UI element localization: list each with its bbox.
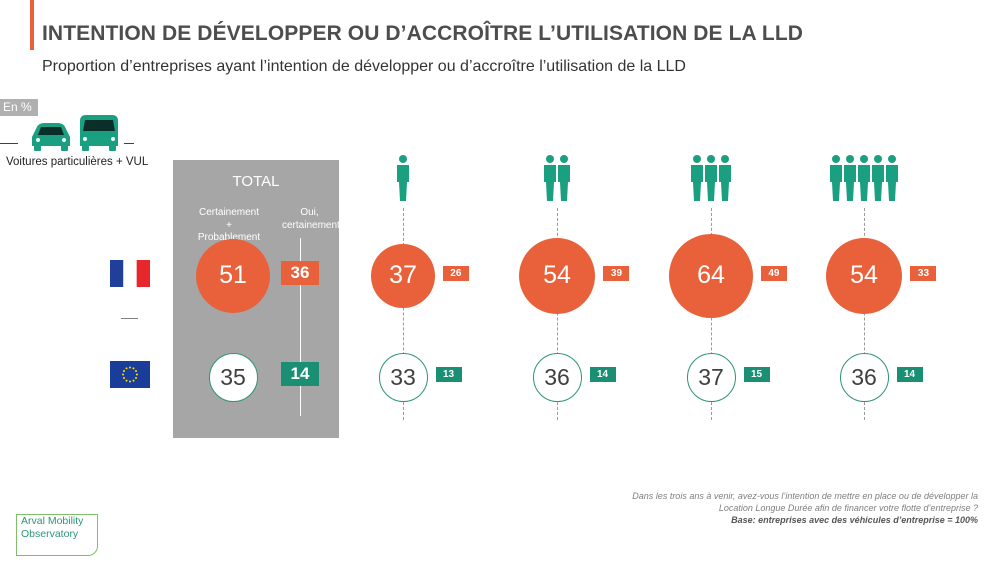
person-silhouette xyxy=(872,155,884,201)
legend-dash-right xyxy=(124,143,134,144)
col-head-line: Certainement xyxy=(198,207,260,218)
value-bubble: 36 xyxy=(532,352,582,402)
value-bubble: 36 xyxy=(839,352,889,402)
value-bubble: 33 xyxy=(378,352,428,402)
logo-line: Arval Mobility xyxy=(21,515,84,527)
certain-badge: 49 xyxy=(760,265,787,281)
three-people-icon xyxy=(691,155,731,201)
page-title: INTENTION DE DÉVELOPPER OU D’ACCROÎTRE L… xyxy=(42,22,804,45)
total-col-head-certain: Oui, certainement xyxy=(282,207,340,232)
value-bubble: 37 xyxy=(371,244,435,308)
value-bubble: 54 xyxy=(518,237,596,315)
person-silhouette xyxy=(858,155,870,201)
person-silhouette xyxy=(886,155,898,201)
value-bubble: 35 xyxy=(208,352,258,402)
person-silhouette xyxy=(544,155,556,201)
person-silhouette xyxy=(719,155,731,201)
col-head-line: Probablement xyxy=(197,232,261,243)
france-flag xyxy=(110,260,150,287)
column-dashed-line xyxy=(557,208,558,420)
vehicles-icon xyxy=(32,115,118,151)
total-col-head-probable: Certainement + Probablement xyxy=(188,207,270,245)
logo-line: Observatory xyxy=(21,528,79,540)
person-silhouette xyxy=(558,155,570,201)
col-head-line: certainement xyxy=(282,219,340,231)
value-bubble: 64 xyxy=(669,234,753,318)
person-silhouette xyxy=(830,155,842,201)
certain-badge: 14 xyxy=(589,366,616,382)
page-subtitle: Proportion d’entreprises ayant l’intenti… xyxy=(42,58,686,75)
vehicle-label: Voitures particulières + VUL xyxy=(6,156,149,168)
total-title: TOTAL xyxy=(232,173,280,190)
certain-badge: 26 xyxy=(442,265,469,281)
certain-badge: 36 xyxy=(281,261,319,285)
unit-badge: En % xyxy=(0,99,38,116)
title-accent-bar xyxy=(30,0,34,50)
arval-logo: Arval Mobility Observatory xyxy=(16,514,98,556)
certain-badge: 33 xyxy=(910,265,937,281)
col-head-line: + xyxy=(226,219,232,231)
value-bubble: 37 xyxy=(686,352,736,402)
person-silhouette xyxy=(397,155,409,201)
footnote-base: Base: entreprises avec des véhicules d’e… xyxy=(731,515,978,525)
person-silhouette xyxy=(691,155,703,201)
total-divider-line xyxy=(300,238,301,416)
certain-badge: 39 xyxy=(603,265,630,281)
eu-flag xyxy=(110,361,150,388)
legend-dash-left xyxy=(0,143,18,144)
footnote-question-line: Dans les trois ans à venir, avez-vous l’… xyxy=(632,491,978,501)
certain-badge: 14 xyxy=(281,362,319,386)
column-dashed-line xyxy=(403,208,404,420)
footnote: Dans les trois ans à venir, avez-vous l’… xyxy=(558,490,978,526)
column-dashed-line xyxy=(864,208,865,420)
value-bubble: 54 xyxy=(825,237,903,315)
value-bubble: 51 xyxy=(195,238,271,314)
person-icon xyxy=(397,155,409,201)
flag-separator xyxy=(121,318,138,319)
footnote-question-line: Location Longue Durée afin de financer v… xyxy=(718,503,978,513)
five-people-icon xyxy=(830,155,898,201)
certain-badge: 15 xyxy=(743,366,770,382)
person-silhouette xyxy=(844,155,856,201)
certain-badge: 13 xyxy=(435,366,462,382)
two-people-icon xyxy=(544,155,570,201)
col-head-line: Oui, xyxy=(300,207,319,218)
person-silhouette xyxy=(705,155,717,201)
certain-badge: 14 xyxy=(896,366,923,382)
